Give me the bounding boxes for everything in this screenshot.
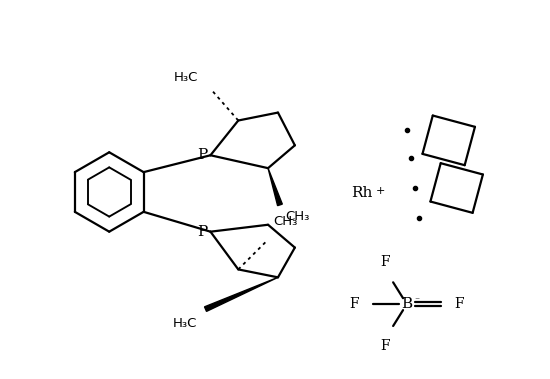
Polygon shape xyxy=(205,277,278,312)
Text: Rh: Rh xyxy=(351,186,372,200)
Text: F: F xyxy=(381,255,390,269)
Text: P: P xyxy=(197,148,208,162)
Text: H₃C: H₃C xyxy=(174,71,199,84)
Text: B: B xyxy=(402,297,412,311)
Text: CH₃: CH₃ xyxy=(285,210,309,223)
Text: F: F xyxy=(455,297,464,311)
Text: CH₃: CH₃ xyxy=(273,215,298,228)
Text: P: P xyxy=(197,225,208,239)
Text: +: + xyxy=(376,186,386,196)
Text: F: F xyxy=(381,339,390,353)
Polygon shape xyxy=(268,168,282,206)
Text: ⁻: ⁻ xyxy=(414,296,419,305)
Text: F: F xyxy=(350,297,359,311)
Text: H₃C: H₃C xyxy=(173,317,197,330)
